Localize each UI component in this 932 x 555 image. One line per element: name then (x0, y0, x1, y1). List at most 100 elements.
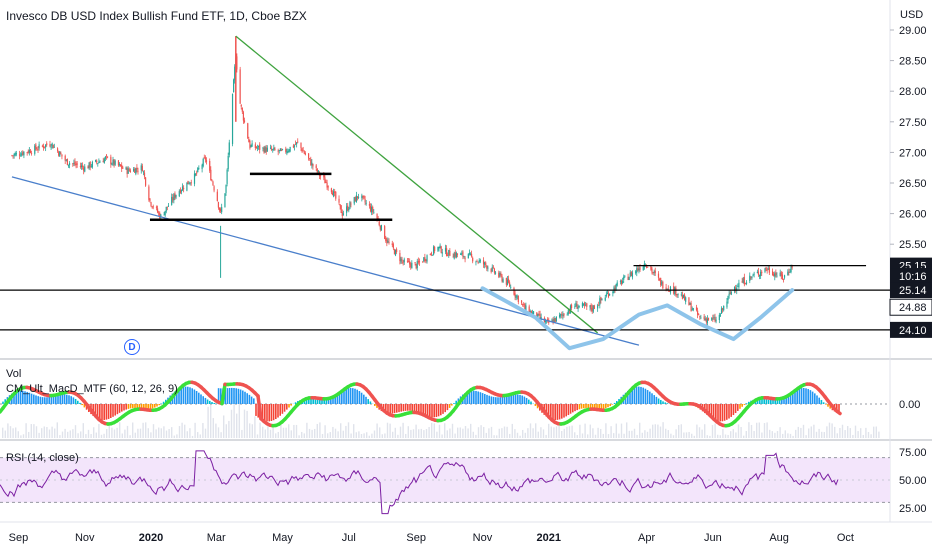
candle-body (270, 148, 271, 149)
candle-body (249, 141, 250, 148)
macd-bar (246, 393, 248, 404)
candle-body (638, 269, 639, 271)
volume-bar (842, 425, 843, 438)
candle-body (167, 207, 168, 208)
macd-bar (715, 404, 717, 420)
candle-body (652, 272, 653, 273)
candle-body (636, 268, 637, 272)
candle-body (279, 150, 280, 151)
volume-bar (369, 436, 370, 438)
candle-body (191, 182, 192, 183)
volume-bar (662, 422, 663, 438)
volume-bar (629, 431, 630, 438)
candle-body (720, 315, 721, 316)
candle-body (273, 148, 274, 150)
volume-bar (603, 434, 604, 438)
volume-bar (808, 428, 809, 438)
candle-body (188, 184, 189, 185)
candle-body (632, 273, 633, 278)
volume-bar (509, 434, 510, 438)
macd-bar (449, 404, 451, 408)
volume-bar (252, 424, 253, 438)
volume-bar (785, 430, 786, 438)
macd-bar (191, 388, 193, 404)
volume-bar (852, 435, 853, 438)
volume-bar (696, 425, 697, 438)
candle-body (196, 173, 197, 174)
macd-bar (427, 404, 429, 416)
candle-body (409, 261, 410, 264)
volume-bar (556, 426, 557, 438)
candle-body (449, 251, 450, 256)
volume-bar (725, 434, 726, 438)
candle-body (30, 151, 31, 153)
volume-bar (270, 430, 271, 438)
trendline-blue (12, 177, 639, 345)
candle-body (442, 252, 443, 253)
candle-body (130, 171, 131, 172)
candle-body (266, 147, 267, 152)
candle-body (310, 159, 311, 165)
macd-bar (409, 404, 411, 411)
volume-bar (101, 435, 102, 438)
volume-bar (454, 434, 455, 438)
volume-bar (868, 432, 869, 438)
x-tick-label: Aug (769, 532, 789, 544)
macd-bar (772, 400, 774, 404)
rsi-label[interactable]: RSI (14, close) (6, 452, 79, 464)
macd-bar (436, 404, 438, 417)
candle-body (121, 165, 122, 169)
candle-body (363, 196, 364, 199)
candle-body (630, 273, 631, 277)
candle-body (318, 171, 319, 172)
candle-body (316, 165, 317, 168)
macd-bar (653, 395, 655, 404)
volume-bar (496, 435, 497, 438)
candle-body (696, 307, 697, 310)
volume-bar (402, 423, 403, 438)
volume-bar (332, 427, 333, 438)
volume-bar (400, 427, 401, 438)
macd-bar (319, 400, 321, 404)
volume-bar (530, 423, 531, 438)
candle-body (77, 163, 78, 165)
macd-bar (312, 399, 314, 404)
candle-body (607, 293, 608, 294)
volume-bar (766, 422, 767, 438)
candle-body (637, 268, 638, 270)
candle-body (278, 150, 279, 151)
volume-bar (335, 429, 336, 438)
candle-body (764, 269, 765, 272)
candle-body (682, 295, 683, 299)
volume-bar (826, 426, 827, 438)
candle-body (516, 295, 517, 298)
volume-bar (418, 429, 419, 438)
candle-body (59, 152, 60, 157)
candle-body (219, 208, 220, 211)
volume-bar (202, 423, 203, 438)
volume-bar (257, 434, 258, 438)
candle-body (202, 165, 203, 169)
macd-bar (394, 404, 396, 413)
macd-bar (649, 392, 651, 404)
macd-bar (816, 395, 818, 404)
candle-body (699, 316, 700, 317)
macd-bar (810, 390, 812, 404)
candle-body (203, 159, 204, 166)
macd-bar (284, 404, 286, 412)
candle-body (271, 149, 272, 150)
candle-body (715, 320, 716, 322)
volume-bar (548, 424, 549, 438)
volume-bar (717, 435, 718, 438)
volume-bar (356, 432, 357, 438)
volume-bar (694, 436, 695, 438)
candle-body (180, 190, 181, 193)
candle-body (113, 159, 114, 165)
volume-bar (413, 429, 414, 438)
volume-bar (363, 433, 364, 438)
candle-body (42, 146, 43, 147)
dividend-marker[interactable]: D (124, 339, 140, 355)
volume-bar (319, 422, 320, 438)
candle-body (745, 283, 746, 284)
volume-bar (137, 429, 138, 438)
